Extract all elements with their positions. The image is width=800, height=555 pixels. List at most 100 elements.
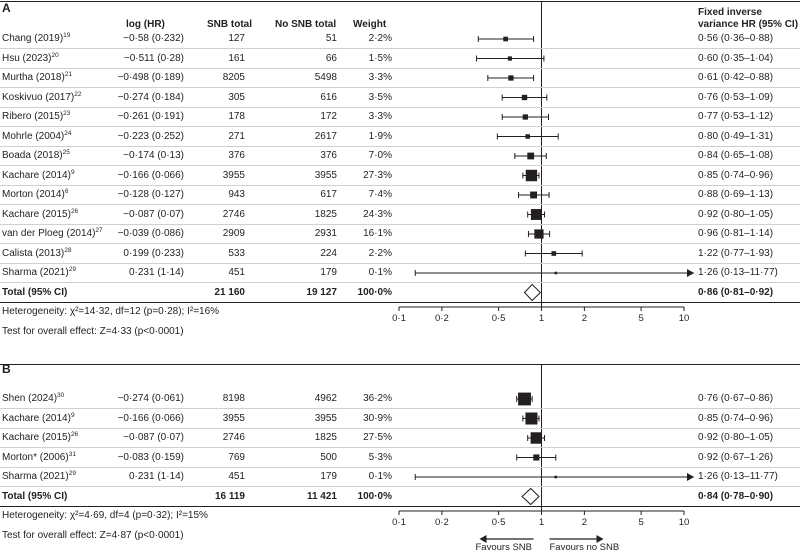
study-name: Mohrle (2004)24 xyxy=(2,129,72,142)
point-estimate-box xyxy=(525,412,538,425)
weight-value: 27·3% xyxy=(363,169,392,181)
row-separator xyxy=(0,184,800,186)
reference-number: 19 xyxy=(63,32,71,39)
total-label: Total (95% CI) xyxy=(2,286,68,298)
log-hr-value: −0·087 (0·07) xyxy=(123,432,184,443)
row-separator xyxy=(0,126,800,127)
favours-no-snb-label: Favours no SNB xyxy=(550,542,620,553)
reference-number: 27 xyxy=(95,227,103,234)
log-hr-value: −0·166 (0·066) xyxy=(117,412,184,424)
reference-number: 23 xyxy=(63,110,71,117)
study-name: Boada (2018)25 xyxy=(2,149,70,161)
study-name: Sharma (2021)29 xyxy=(2,470,76,482)
reference-number: 24 xyxy=(64,129,72,137)
total-no-snb: 11 421 xyxy=(306,490,337,502)
snb-total-value: 2746 xyxy=(222,432,245,443)
no-snb-total-value: 5498 xyxy=(314,72,337,83)
reference-number: 29 xyxy=(68,266,76,273)
snb-total-value: 533 xyxy=(228,247,245,259)
snb-total-value: 3955 xyxy=(222,169,245,181)
weight-value: 24·3% xyxy=(363,208,392,220)
favours-right-arrowhead xyxy=(596,535,604,543)
hr-ci-value: 0·84 (0·65–1·08) xyxy=(698,150,774,161)
pooled-estimate-diamond xyxy=(523,283,542,302)
total-snb: 21 160 xyxy=(214,286,245,298)
weight-value: 1·9% xyxy=(368,130,392,142)
no-snb-total-value: 1825 xyxy=(314,432,337,443)
ci-arrow-right xyxy=(687,473,694,481)
weight-value: 3·5% xyxy=(368,91,392,103)
snb-total-value: 451 xyxy=(228,267,245,278)
study-name: Murtha (2018)21 xyxy=(2,71,73,83)
panel-top-rule xyxy=(0,364,800,365)
study-name: van der Ploeg (2014)27 xyxy=(2,227,103,239)
study-name: Ribero (2015)23 xyxy=(2,110,71,122)
weight-value: 7·4% xyxy=(368,189,392,200)
point-estimate-box xyxy=(522,114,528,120)
x-tick-label: 2 xyxy=(582,313,587,324)
no-snb-total-value: 617 xyxy=(320,189,337,200)
snb-total-value: 769 xyxy=(228,451,245,463)
row-separator xyxy=(0,262,800,264)
header-log-hr: log (HR) xyxy=(126,19,165,30)
hr-ci-value: 0·60 (0·35–1·04) xyxy=(698,52,774,64)
snb-total-value: 3955 xyxy=(222,412,245,424)
snb-total-value: 305 xyxy=(228,91,245,103)
point-estimate-box xyxy=(525,134,530,139)
hr-ci-value: 0·96 (0·81–1·14) xyxy=(698,228,774,239)
log-hr-value: −0·128 (0·127) xyxy=(117,189,184,200)
x-tick-label: 5 xyxy=(638,313,643,324)
reference-number: 31 xyxy=(68,450,76,458)
log-hr-value: 0·199 (0·233) xyxy=(123,247,184,259)
no-snb-total-value: 51 xyxy=(325,33,337,44)
hr-ci-value: 1·22 (0·77–1·93) xyxy=(698,247,774,259)
hr-ci-value: 0·77 (0·53–1·12) xyxy=(698,111,774,122)
reference-number: 22 xyxy=(74,90,82,98)
hr-ci-value: 0·61 (0·42–0·88) xyxy=(698,72,774,83)
point-estimate-box xyxy=(518,392,531,406)
weight-value: 3·3% xyxy=(368,111,392,122)
snb-total-value: 161 xyxy=(228,52,245,64)
no-snb-total-value: 4962 xyxy=(314,393,337,404)
hr-ci-value: 0·56 (0·36–0·88) xyxy=(698,33,774,44)
log-hr-value: −0·274 (0·184) xyxy=(117,91,184,103)
row-separator xyxy=(0,282,800,283)
weight-value: 5·3% xyxy=(368,451,392,463)
row-separator xyxy=(0,486,800,487)
reference-number: 26 xyxy=(70,431,79,438)
reference-number: 30 xyxy=(57,392,65,399)
point-estimate-box xyxy=(554,271,558,275)
no-snb-total-value: 2617 xyxy=(314,130,337,142)
weight-value: 30·9% xyxy=(363,412,392,424)
ci-arrow-right xyxy=(687,269,694,277)
x-tick-label: 0·1 xyxy=(392,313,406,324)
snb-total-value: 943 xyxy=(228,189,245,200)
no-snb-total-value: 3955 xyxy=(314,412,337,424)
row-separator xyxy=(0,408,800,409)
snb-total-value: 2909 xyxy=(222,228,245,239)
reference-number: 26 xyxy=(70,207,79,215)
row-separator xyxy=(0,87,800,88)
row-separator xyxy=(0,145,800,147)
point-estimate-box xyxy=(503,36,508,42)
snb-total-value: 8198 xyxy=(222,393,245,404)
point-estimate-box xyxy=(521,94,528,101)
study-name: Morton (2014)6 xyxy=(2,188,69,200)
snb-total-value: 178 xyxy=(228,111,245,122)
study-name: Kachare (2015)26 xyxy=(2,207,79,220)
x-tick-label: 1 xyxy=(539,517,544,528)
weight-value: 27·5% xyxy=(363,432,392,443)
weight-value: 0·1% xyxy=(368,471,392,482)
snb-total-value: 127 xyxy=(228,33,245,44)
row-separator xyxy=(0,243,800,244)
log-hr-value: −0·511 (0·28) xyxy=(123,52,184,64)
study-name: Sharma (2021)29 xyxy=(2,266,76,278)
x-tick-label: 1 xyxy=(539,313,544,324)
study-name: Chang (2019)19 xyxy=(2,32,71,44)
no-snb-total-value: 3955 xyxy=(314,169,337,181)
snb-total-value: 271 xyxy=(228,130,245,142)
point-estimate-box xyxy=(534,229,544,239)
x-tick-label: 2 xyxy=(582,517,587,528)
x-tick-label: 10 xyxy=(679,517,690,528)
